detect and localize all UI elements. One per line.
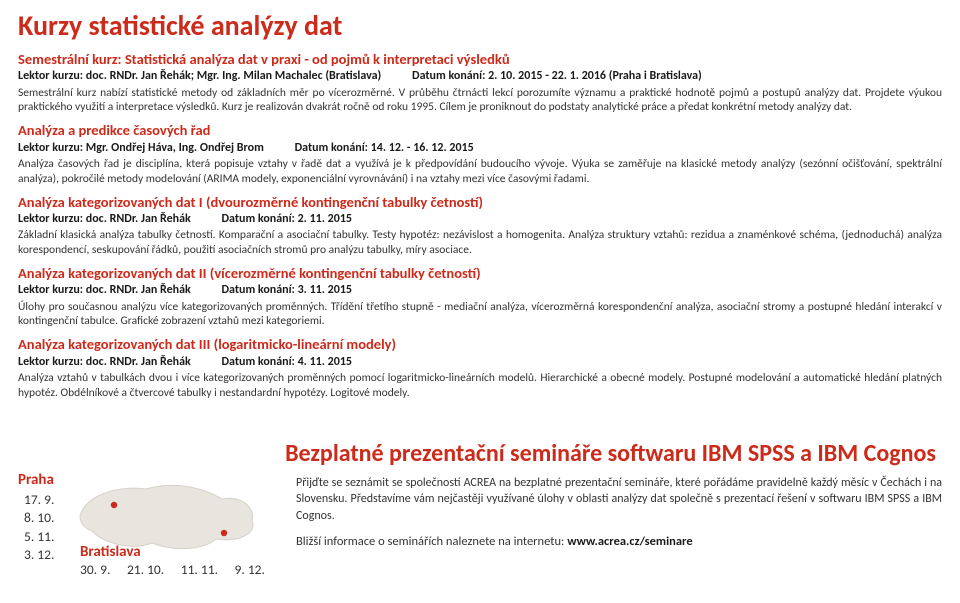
course-block: Semestrální kurz: Statistická analýza da… <box>18 50 942 115</box>
lector-label: Lektor kurzu: doc. RNDr. Jan Řehák <box>18 212 191 227</box>
date-item: 5. 11. <box>24 528 54 546</box>
course-block: Analýza kategorizovaných dat I (dvourozm… <box>18 193 942 258</box>
course-heading: Analýza a predikce časových řad <box>18 121 942 140</box>
course-block: Analýza kategorizovaných dat III (logari… <box>18 335 942 400</box>
city-bratislava-label: Bratislava <box>80 543 141 562</box>
course-desc: Semestrální kurz nabízí statistické meto… <box>18 86 942 115</box>
course-meta: Lektor kurzu: doc. RNDr. Jan Řehák Datum… <box>18 212 942 227</box>
city-dates: Praha 17. 9. 8. 10. 5. 11. 3. 12. Bratis… <box>18 475 278 575</box>
seminars-url[interactable]: www.acrea.cz/seminare <box>567 534 692 549</box>
lector-label: Lektor kurzu: doc. RNDr. Jan Řehák <box>18 283 191 298</box>
course-heading: Analýza kategorizovaných dat I (dvourozm… <box>18 193 942 212</box>
course-meta: Lektor kurzu: Mgr. Ondřej Háva, Ing. Ond… <box>18 141 942 156</box>
date-label: Datum konání: 14. 12. - 16. 12. 2015 <box>295 141 474 156</box>
page-title: Kurzy statistické analýzy dat <box>18 8 942 44</box>
praha-dates: 17. 9. 8. 10. 5. 11. 3. 12. <box>24 491 54 564</box>
lector-label: Lektor kurzu: doc. RNDr. Jan Řehák <box>18 355 191 370</box>
lector-label: Lektor kurzu: doc. RNDr. Jan Řehák; Mgr.… <box>18 69 381 84</box>
course-heading: Semestrální kurz: Statistická analýza da… <box>18 50 942 69</box>
course-block: Analýza kategorizovaných dat II (víceroz… <box>18 264 942 329</box>
date-label: Datum konání: 2. 11. 2015 <box>221 212 352 227</box>
course-block: Analýza a predikce časových řad Lektor k… <box>18 121 942 186</box>
course-meta: Lektor kurzu: doc. RNDr. Jan Řehák Datum… <box>18 283 942 298</box>
bratislava-dates: 30. 9. 21. 10. 11. 11. 9. 12. <box>80 561 265 578</box>
lector-label: Lektor kurzu: Mgr. Ondřej Háva, Ing. Ond… <box>18 141 264 156</box>
date-item: 8. 10. <box>24 509 54 527</box>
course-heading: Analýza kategorizovaných dat II (víceroz… <box>18 264 942 283</box>
course-meta: Lektor kurzu: doc. RNDr. Jan Řehák Datum… <box>18 355 942 370</box>
course-heading: Analýza kategorizovaných dat III (logari… <box>18 335 942 354</box>
course-meta: Lektor kurzu: doc. RNDr. Jan Řehák; Mgr.… <box>18 69 942 84</box>
course-desc: Základní klasická analýza tabulky četnos… <box>18 228 942 257</box>
seminars-right: Přijďte se seznámit se společností ACREA… <box>296 475 942 550</box>
date-label: Datum konání: 4. 11. 2015 <box>221 355 352 370</box>
course-desc: Analýza vztahů v tabulkách dvou i více k… <box>18 371 942 400</box>
date-label: Datum konání: 3. 11. 2015 <box>221 283 352 298</box>
course-desc: Úlohy pro současnou analýzu více kategor… <box>18 300 942 329</box>
city-praha-label: Praha <box>18 471 54 490</box>
date-label: Datum konání: 2. 10. 2015 - 22. 1. 2016 … <box>412 69 702 84</box>
seminars-title: Bezplatné prezentační semináře softwaru … <box>18 439 942 470</box>
seminars-body-text: Přijďte se seznámit se společností ACREA… <box>296 475 942 524</box>
date-item: 3. 12. <box>24 546 54 564</box>
course-desc: Analýza časových řad je disciplína, kter… <box>18 157 942 186</box>
seminars-section: Bezplatné prezentační semináře softwaru … <box>18 439 942 576</box>
seminars-link-label: Bližší informace o seminářích naleznete … <box>296 534 564 549</box>
seminars-link-line: Bližší informace o seminářích naleznete … <box>296 534 942 550</box>
date-item: 17. 9. <box>24 491 54 509</box>
